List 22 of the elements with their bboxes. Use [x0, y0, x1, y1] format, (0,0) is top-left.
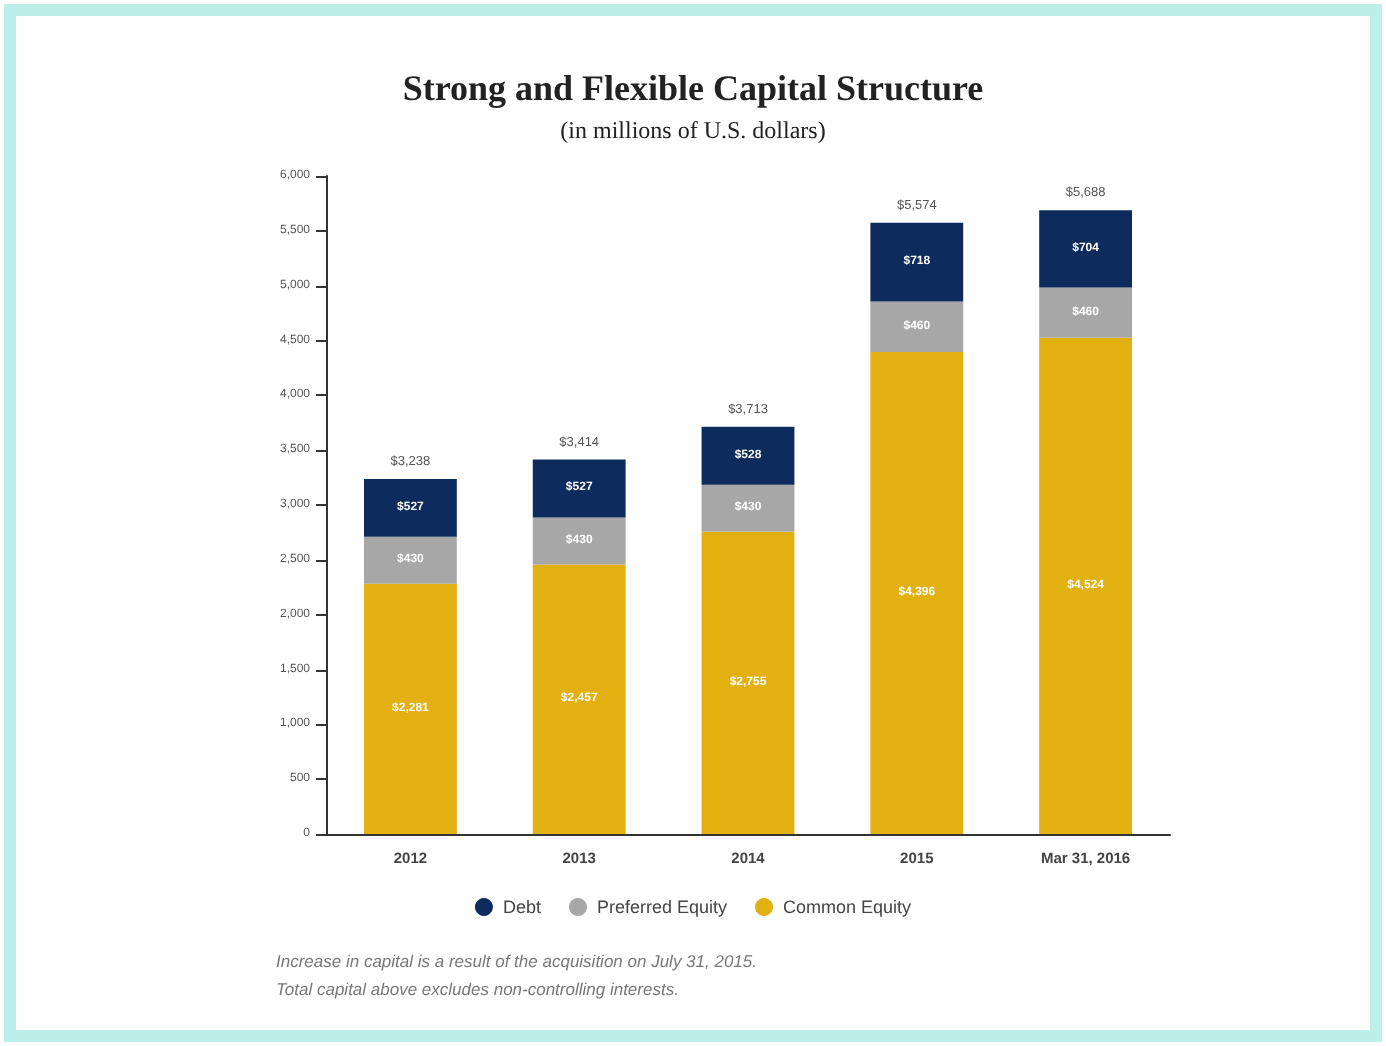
legend-label: Preferred Equity — [596, 897, 729, 917]
legend-label: Common Equity — [783, 897, 913, 917]
bar — [532, 459, 626, 518]
bar — [1039, 337, 1133, 834]
bar — [532, 517, 626, 565]
bar — [701, 426, 795, 485]
chart-title: Strong and Flexible Capital Structure — [402, 68, 984, 108]
bar — [363, 583, 457, 834]
bar — [701, 484, 795, 532]
text: Total capital above excludes non-controlling interests. — [276, 979, 679, 999]
bar — [870, 301, 964, 352]
chart-subtitle: (in millions of U.S. dollars) — [560, 116, 826, 144]
legend-label: Debt — [502, 897, 542, 917]
bar — [870, 222, 964, 302]
bar — [1039, 210, 1133, 288]
bar — [532, 564, 626, 834]
text: Increase in capital is a result of the acquisition on July 31, 2015. — [276, 951, 758, 971]
bar — [363, 536, 457, 584]
bar — [363, 478, 457, 537]
bar — [870, 351, 964, 834]
bar — [1039, 287, 1133, 338]
bar — [701, 531, 795, 834]
